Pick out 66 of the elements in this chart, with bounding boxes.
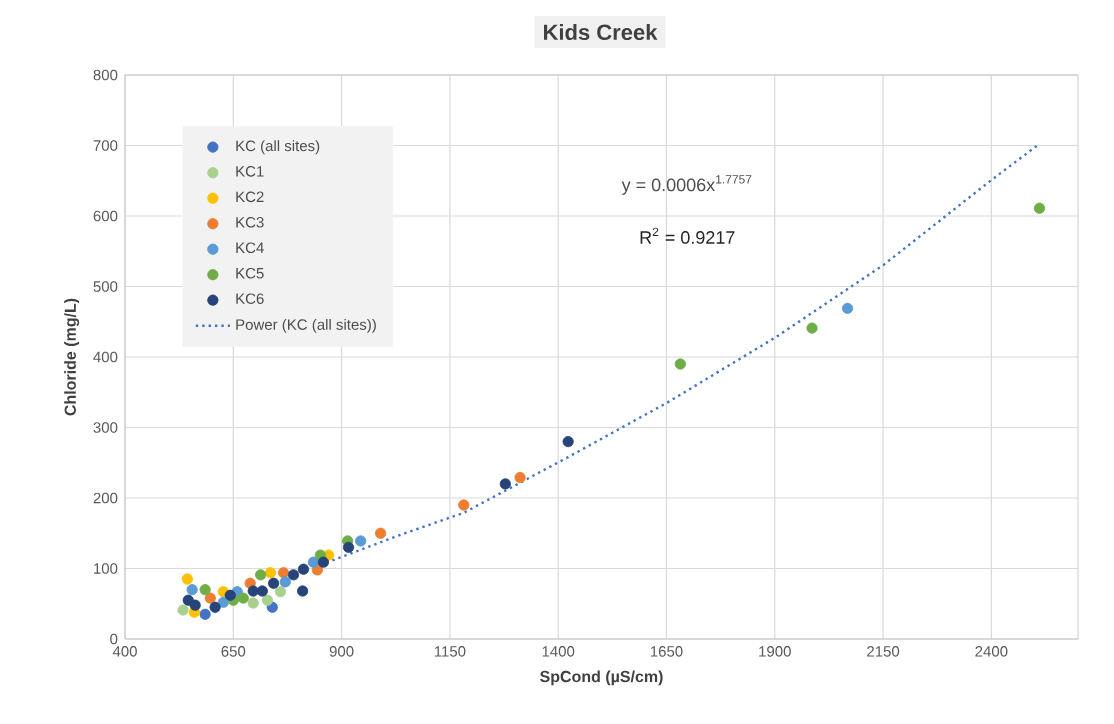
- annotation: R$^{2}$ = 0.9217: [640, 227, 735, 244]
- x-tick-label: 2400: [975, 646, 1008, 657]
- legend-label: Power (KC (all sites)): [236, 318, 376, 333]
- legend-label: KC6: [236, 293, 264, 305]
- legend-label: KC1: [236, 166, 264, 177]
- point: [279, 576, 291, 588]
- point: [261, 594, 274, 606]
- point: [1033, 202, 1046, 214]
- legend-label: KC4: [236, 242, 264, 254]
- legend-label: KC3: [236, 216, 264, 228]
- point: [297, 585, 309, 597]
- point: [264, 567, 277, 579]
- point: [237, 592, 249, 604]
- point: [181, 573, 193, 585]
- point: [287, 569, 300, 581]
- point: [674, 358, 686, 370]
- point: [224, 589, 236, 601]
- point: [297, 563, 310, 575]
- y-tick-label: 500: [93, 281, 118, 292]
- x-tick-label: 900: [329, 646, 354, 657]
- point: [209, 601, 221, 613]
- y-tick-label: 100: [94, 563, 118, 574]
- point: [274, 586, 287, 598]
- legend-label: KC (all sites): [236, 140, 320, 155]
- point: [186, 584, 198, 596]
- point: [562, 436, 574, 448]
- point: [247, 597, 259, 609]
- point: [355, 535, 367, 547]
- point: [514, 471, 526, 484]
- y-tick-label: 800: [93, 69, 118, 81]
- point: [806, 322, 818, 334]
- x-tick-label: 1150: [434, 646, 466, 657]
- point: [189, 599, 201, 611]
- legend-label: KC2: [236, 191, 264, 203]
- x-tick-label: 2150: [867, 646, 900, 657]
- point: [199, 608, 211, 620]
- y-tick-label: 300: [93, 422, 118, 433]
- point: [256, 585, 268, 597]
- x-tick-label: 1400: [542, 646, 575, 657]
- legend-label: KC5: [236, 267, 264, 279]
- point: [307, 556, 320, 568]
- annotation: y = 0.0006x$^{1.7757}$: [621, 175, 752, 195]
- x-tick-label: 1900: [759, 646, 791, 657]
- y-tick-label: 0: [110, 633, 118, 645]
- point: [204, 592, 216, 604]
- point: [177, 604, 189, 616]
- x-axis-title: SpCond (µS/cm): [540, 670, 663, 686]
- point: [841, 302, 854, 314]
- point: [317, 556, 329, 568]
- y-tick-label: 700: [93, 140, 118, 151]
- point: [458, 499, 470, 511]
- point: [342, 541, 355, 553]
- x-tick-label: 1650: [650, 646, 683, 657]
- point: [199, 584, 211, 596]
- point: [277, 567, 290, 579]
- point: [374, 527, 387, 539]
- y-tick-label: 200: [93, 492, 118, 504]
- x-tick-label: 650: [221, 646, 246, 657]
- point: [499, 478, 511, 490]
- y-axis-title: Chloride (mg/L): [64, 298, 80, 416]
- chart-title: Kids Creek: [544, 23, 658, 41]
- point: [254, 569, 267, 581]
- point: [267, 577, 280, 589]
- x-tick-label: 400: [112, 646, 137, 657]
- y-tick-label: 400: [93, 351, 118, 363]
- y-tick-label: 600: [93, 210, 118, 222]
